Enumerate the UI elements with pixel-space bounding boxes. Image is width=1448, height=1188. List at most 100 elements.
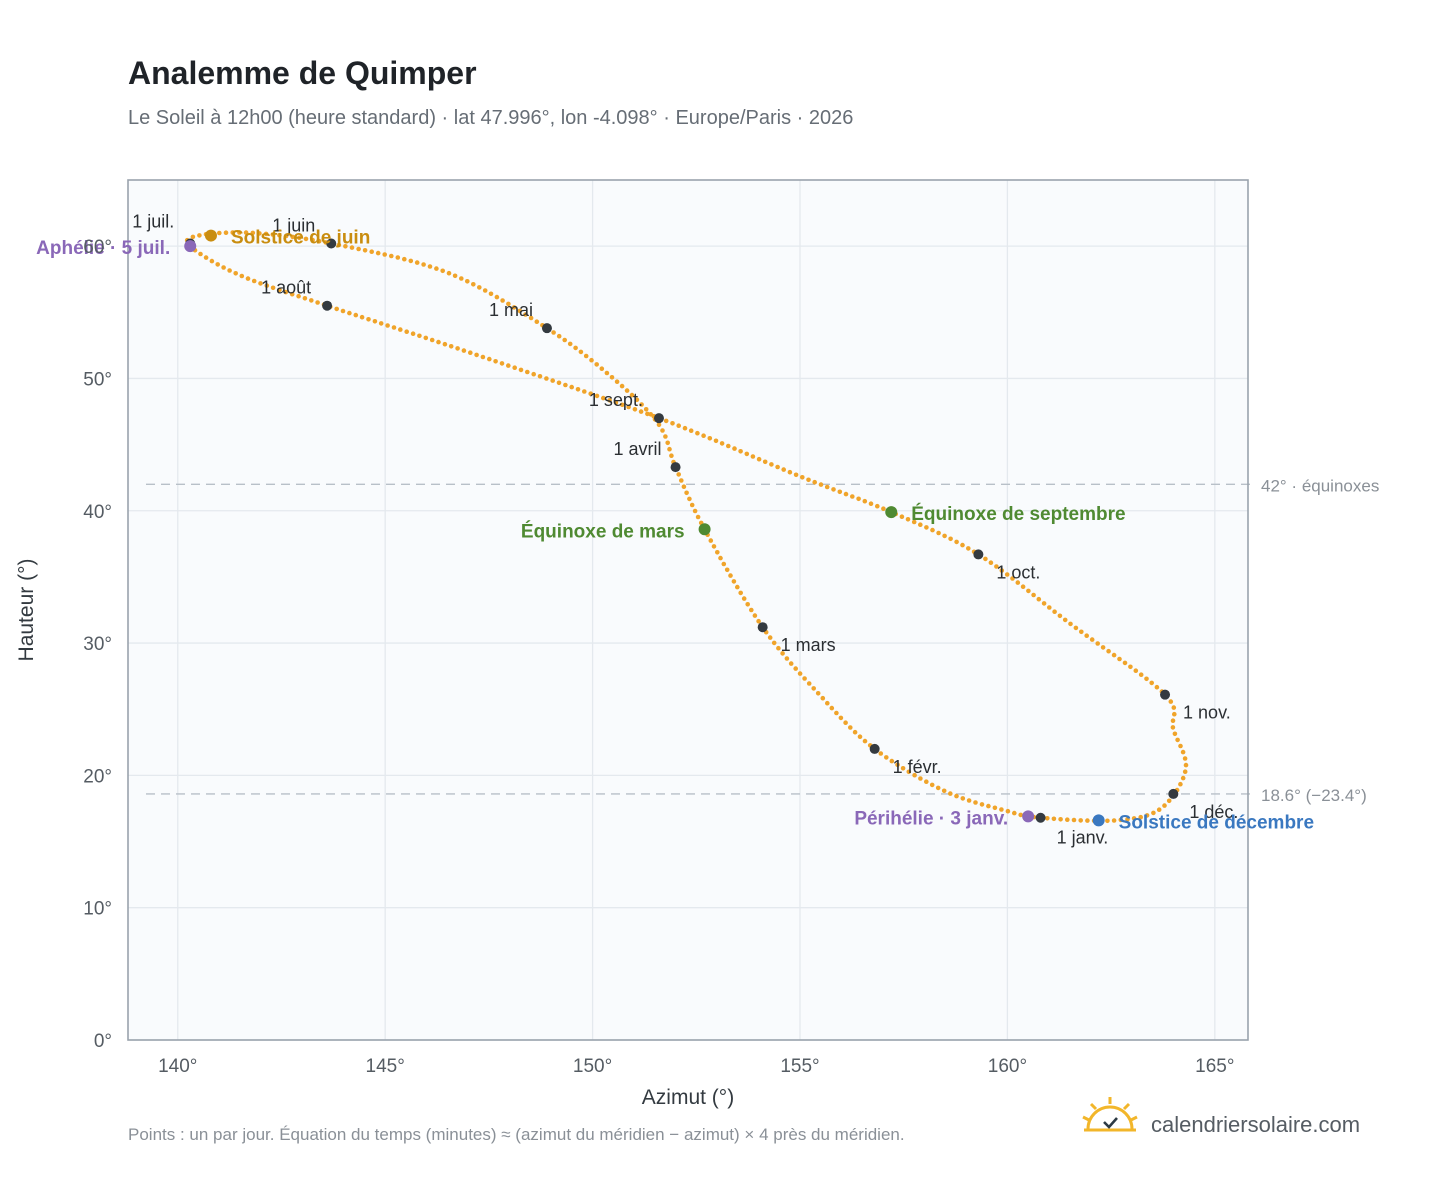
daily-point	[264, 283, 270, 288]
daily-point	[936, 530, 941, 536]
daily-point	[732, 446, 737, 451]
daily-point	[632, 407, 638, 412]
daily-point	[243, 230, 249, 235]
daily-point	[973, 800, 978, 805]
daily-point	[277, 287, 282, 293]
daily-point	[676, 472, 681, 477]
daily-point	[788, 661, 794, 666]
daily-point	[442, 341, 448, 347]
daily-point	[1171, 705, 1177, 710]
daily-point	[979, 802, 985, 807]
daily-point	[190, 234, 196, 240]
daily-point	[999, 807, 1004, 812]
daily-point	[1058, 817, 1063, 822]
daily-point	[429, 337, 435, 343]
daily-point	[750, 454, 756, 459]
daily-point	[465, 279, 470, 284]
month-label: 1 mars	[781, 635, 836, 655]
daily-point	[1071, 817, 1077, 823]
daily-point	[843, 720, 848, 725]
brand-logo[interactable]: calendriersolaire.com	[1082, 1097, 1360, 1137]
daily-point	[1117, 656, 1122, 662]
daily-point	[1180, 775, 1186, 781]
daily-point	[848, 725, 853, 730]
daily-point	[575, 387, 581, 392]
month-label: 1 août	[261, 278, 311, 298]
daily-point	[290, 234, 296, 240]
daily-point	[688, 428, 694, 434]
daily-point	[684, 490, 689, 496]
x-tick-label: 140°	[158, 1056, 197, 1077]
daily-point	[1162, 803, 1167, 808]
daily-point	[912, 772, 917, 778]
y-tick-label: 60°	[83, 237, 112, 258]
daily-point	[634, 397, 640, 403]
daily-point	[629, 392, 635, 398]
daily-point	[929, 782, 935, 788]
daily-point	[862, 738, 868, 744]
daily-point	[372, 319, 378, 324]
daily-point	[518, 367, 524, 373]
daily-point	[1138, 672, 1144, 677]
daily-point	[1182, 756, 1188, 761]
x-axis-label: Azimut (°)	[642, 1086, 734, 1109]
daily-point	[550, 378, 555, 383]
daily-point	[837, 489, 843, 495]
daily-point	[619, 383, 625, 389]
daily-point	[776, 645, 781, 651]
daily-point	[251, 278, 257, 284]
event-markers: Solstice de juin Aphélie · 5 juil. Équinox…	[36, 228, 1314, 834]
daily-point	[724, 567, 730, 573]
daily-point	[721, 561, 727, 567]
daily-point	[512, 365, 517, 371]
daily-point	[594, 393, 600, 399]
daily-point	[682, 425, 688, 431]
month-marker	[973, 549, 984, 560]
daily-point	[601, 395, 606, 401]
daily-point	[1051, 816, 1057, 822]
daily-point	[749, 607, 754, 613]
daily-point	[620, 402, 625, 408]
daily-point	[1175, 737, 1180, 743]
month-marker	[326, 238, 337, 249]
daily-point	[1005, 808, 1011, 814]
daily-point	[239, 273, 245, 279]
event-label: Aphélie · 5 juil.	[36, 238, 170, 259]
daily-point	[436, 339, 441, 345]
daily-point	[607, 398, 612, 403]
daily-point	[728, 573, 733, 578]
daily-point	[303, 236, 309, 242]
event-marker	[885, 506, 898, 519]
daily-point	[1073, 625, 1079, 631]
daily-point	[471, 282, 476, 287]
daily-point	[423, 335, 429, 341]
daily-point	[718, 555, 723, 561]
daily-point	[676, 423, 681, 429]
daily-point	[829, 705, 835, 711]
daily-point	[1128, 664, 1133, 670]
daily-point	[656, 422, 662, 428]
plot-frame	[127, 179, 1249, 1041]
daily-point	[1031, 592, 1036, 598]
daily-point	[556, 380, 562, 386]
daily-point	[480, 354, 486, 360]
daily-point	[434, 266, 439, 271]
daily-point	[918, 522, 923, 527]
daily-point	[544, 376, 549, 381]
daily-point	[643, 407, 649, 412]
daily-point	[802, 676, 807, 681]
daily-point	[1168, 699, 1174, 704]
daily-point	[250, 230, 256, 236]
daily-point	[983, 556, 988, 562]
daily-point	[343, 244, 348, 249]
daily-point	[316, 238, 322, 244]
daily-point	[217, 230, 222, 236]
daily-point	[614, 379, 620, 385]
month-marker	[653, 413, 664, 424]
daily-point	[906, 769, 912, 775]
daily-point	[230, 230, 235, 235]
month-label: 1 févr.	[893, 757, 942, 777]
daily-point	[935, 785, 941, 791]
daily-point	[834, 710, 839, 716]
